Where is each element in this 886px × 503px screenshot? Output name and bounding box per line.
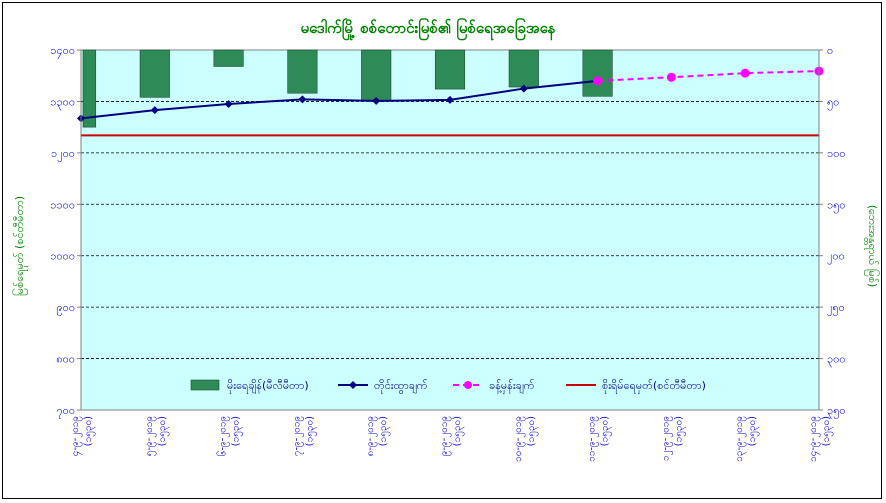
x-tick-time: (၁၅၃၀) bbox=[600, 416, 613, 446]
y-axis-title-right: (ဘေးအန္တရာယ် မြစ်) bbox=[864, 205, 880, 288]
observed-point bbox=[150, 106, 159, 115]
x-tick-time: (၁၅၃၀) bbox=[673, 416, 686, 446]
y-tick-label-right: ၂၅၀ bbox=[827, 301, 845, 316]
legend-marker-observed bbox=[349, 381, 357, 389]
x-tick-label-group: ၇-၉-၂၀၁၉ (၁၅၃၀) bbox=[291, 416, 317, 456]
x-tick-date: ၈-၉-၂၀၁၉ bbox=[365, 416, 378, 456]
observed-point bbox=[298, 95, 307, 104]
x-tick-label-group: ၄-၉-၂၀၁၉ (၁၅၃၀) bbox=[70, 416, 96, 456]
y-tick-label-left: ၇၀၀ bbox=[56, 404, 75, 419]
rainfall-bar bbox=[213, 49, 244, 67]
x-tick-time: (၁၅၃၀) bbox=[157, 416, 170, 446]
x-tick-date: ၁၀-၉-၂၀၁၉ bbox=[513, 416, 526, 462]
y-tick-label-right: ၃၅၀ bbox=[827, 404, 846, 419]
plot-area bbox=[77, 49, 824, 411]
y-tick-label-left: ၁၄၀၀ bbox=[50, 44, 75, 59]
y-tick-label-left: ၈၀၀ bbox=[56, 353, 75, 366]
x-tick-date: ၁၃-၉-၂၀၁၉ bbox=[734, 416, 747, 462]
rainfall-bar bbox=[82, 49, 97, 128]
x-tick-label-group: ၈-၉-၂၀၁၉ (၁၅၃၀) bbox=[365, 416, 391, 456]
y-tick-label-left: ၁၂၀၀ bbox=[51, 147, 75, 162]
x-tick-time: (၁၅၃၀) bbox=[747, 416, 760, 446]
x-tick-date: ၇-၉-၂၀၁၉ bbox=[291, 416, 304, 456]
legend-marker-forecast bbox=[464, 381, 472, 389]
chart-title: မဒေါက်မြို့ စစ်တောင်းမြစ်၏ မြစ်ရေအခြေအနေ bbox=[301, 17, 556, 41]
legend-label: တိုင်းထွာချက် bbox=[374, 379, 428, 394]
x-tick-label-group: ၁၄-၉-၂၀၁၉ (၁၅၃၀) bbox=[808, 416, 834, 462]
x-tick-date: ၄-၉-၂၀၁၉ bbox=[70, 416, 83, 456]
y-tick-label-right: ၅၀ bbox=[827, 95, 839, 110]
forecast-point bbox=[593, 76, 603, 86]
x-tick-label-group: ၁၂-၉-၂၀၁၉ (၁၅၃၀) bbox=[660, 416, 686, 461]
rainfall-bar bbox=[582, 49, 613, 97]
rainfall-bar bbox=[434, 49, 466, 90]
x-axis: ၄-၉-၂၀၁၉ (၁၅၃၀) ၅-၉-၂၀၁၉ (၁၅၃၀) ၆-၉-၂၀၁၉ (၁၅၃… bbox=[70, 416, 834, 462]
river-level-chart: မဒေါက်မြို့ စစ်တောင်းမြစ်၏ မြစ်ရေအခြေအနေ… bbox=[12, 17, 880, 462]
x-tick-time: (၁၅၃၀) bbox=[304, 416, 317, 446]
rainfall-bar bbox=[139, 49, 170, 98]
y-axis-title-left: မြစ်ရေမှတ် (စင်တီမီတာ) bbox=[12, 196, 28, 296]
y-tick-label-right: ၁၀၀ bbox=[827, 147, 846, 160]
observed-point bbox=[446, 95, 454, 104]
x-tick-date: ၅-၉-၂၀၁၉ bbox=[144, 416, 157, 456]
observed-point bbox=[224, 100, 233, 108]
x-tick-date: ၆-၉-၂၀၁၉ bbox=[216, 416, 231, 456]
y-tick-label-right: ၁၅၀ bbox=[827, 198, 846, 213]
x-tick-date: ၁၁-၉-၂၀၁၉ bbox=[587, 416, 600, 462]
x-tick-label-group: ၁၃-၉-၂၀၁၉ (၁၅၃၀) bbox=[734, 416, 760, 462]
y-tick-label-left: ၁၁၀၀ bbox=[50, 198, 75, 211]
x-tick-label-group: ၅-၉-၂၀၁၉ (၁၅၃၀) bbox=[144, 416, 170, 456]
forecast-point bbox=[740, 68, 750, 78]
x-tick-time: (၁၅၃၀) bbox=[231, 416, 244, 446]
observed-point bbox=[372, 96, 381, 105]
legend-label: စိုးရိမ်ရေမှတ်(စင်တီမီတာ) bbox=[602, 379, 706, 394]
y-tick-label-right: ၂၀၀ bbox=[827, 250, 845, 265]
plot-background bbox=[80, 49, 820, 411]
forecast-point bbox=[666, 72, 676, 82]
x-tick-time: (၁၅၃၀) bbox=[83, 416, 96, 446]
legend: မိုးရေချိန်(မီလီမီတာ) တိုင်းထွာချက် ခန့်မှ… bbox=[190, 379, 706, 394]
legend-item: မိုးရေချိန်(မီလီမီတာ) bbox=[190, 379, 309, 394]
rainfall-bar bbox=[361, 49, 392, 101]
rainfall-bar bbox=[287, 49, 318, 94]
y-tick-label-left: ၁၀၀၀ bbox=[50, 250, 75, 263]
x-tick-time: (၁၅၃၀) bbox=[821, 416, 834, 446]
x-tick-time: (၁၅၃၀) bbox=[452, 416, 465, 446]
legend-label: မိုးရေချိန်(မီလီမီတာ) bbox=[227, 379, 309, 394]
x-tick-label-group: ၁၀-၉-၂၀၁၉ (၁၅၃၀) bbox=[513, 416, 539, 462]
y-axis-left: ၇၀၀ ၈၀၀ ၉၀၀ ၁၀၀၀ ၁၁၀၀ ၁၂၀၀ ၁၃၀၀ ၁၄၀၀ bbox=[50, 44, 82, 419]
legend-item: ခန့်မှန်းချက် bbox=[453, 379, 535, 394]
x-tick-date: ၉-၉-၂၀၁၉ bbox=[439, 416, 452, 456]
x-tick-time: (၁၅၃၀) bbox=[378, 416, 391, 446]
x-tick-label-group: ၁၁-၉-၂၀၁၉ (၁၅၃၀) bbox=[587, 416, 613, 462]
legend-item: တိုင်းထွာချက် bbox=[338, 379, 428, 394]
x-tick-label-group: ၆-၉-၂၀၁၉ (၁၅၃၀) bbox=[216, 416, 244, 456]
observed-point bbox=[519, 84, 528, 93]
rainfall-bar bbox=[508, 49, 539, 88]
y-tick-label-right: ၃၀၀ bbox=[827, 353, 846, 368]
x-tick-date: ၁၂-၉-၂၀၁၉ bbox=[660, 416, 673, 461]
y-tick-label-left: ၁၃၀၀ bbox=[50, 95, 75, 110]
x-tick-label-group: ၉-၉-၂၀၁၉ (၁၅၃၀) bbox=[439, 416, 465, 456]
x-tick-time: (၁၅၃၀) bbox=[526, 416, 539, 446]
legend-label: ခန့်မှန်းချက် bbox=[489, 379, 535, 394]
x-tick-date: ၁၄-၉-၂၀၁၉ bbox=[808, 416, 821, 462]
y-tick-label-left: ၉၀၀ bbox=[56, 301, 75, 316]
legend-item: စိုးရိမ်ရေမှတ်(စင်တီမီတာ) bbox=[566, 379, 706, 394]
observed-line bbox=[80, 79, 598, 120]
forecast-line bbox=[597, 70, 820, 82]
legend-swatch-rainfall bbox=[190, 379, 220, 391]
y-tick-label-right: ၀ bbox=[827, 44, 833, 57]
